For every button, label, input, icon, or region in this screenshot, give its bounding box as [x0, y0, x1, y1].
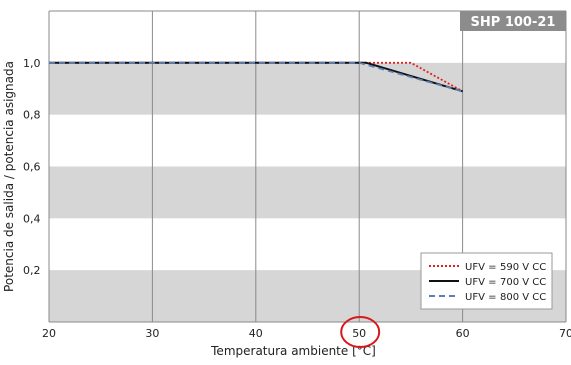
chart-title-badge: SHP 100-21 — [460, 11, 566, 31]
chart-title: SHP 100-21 — [471, 15, 556, 30]
legend-label: 800 V CC — [500, 292, 546, 303]
x-tick-label: 60 — [456, 327, 470, 340]
x-tick-label: 50 — [352, 327, 366, 340]
x-tick-label: 30 — [145, 327, 159, 340]
x-axis-label: Temperatura ambiente [°C] — [210, 344, 376, 358]
shaded-band — [49, 166, 566, 219]
legend-label: 590 V CC — [500, 262, 546, 273]
highlight-circle — [340, 316, 381, 348]
y-tick-label: 0,2 — [23, 264, 41, 277]
title-badge-background — [460, 11, 566, 31]
legend-prefix: UFV = — [465, 262, 496, 273]
legend-prefix: UFV = — [465, 292, 496, 303]
legend: UFV = 590 V CC UFV = 700 V CC UFV = 800 V CC — [420, 252, 553, 310]
x-tick-label: 70 — [559, 327, 571, 340]
y-tick-label: 0,4 — [23, 212, 41, 225]
y-tick-label: 1,0 — [23, 57, 41, 70]
tick-labels: 20 30 40 50 60 70 0,2 0,4 0,6 0,8 1,0 — [23, 57, 571, 340]
y-tick-label: 0,8 — [23, 109, 41, 122]
legend-label: 700 V CC — [500, 277, 546, 288]
legend-prefix: UFV = — [465, 277, 496, 288]
x-tick-label: 20 — [42, 327, 56, 340]
series-line — [49, 61, 463, 93]
series-lines — [49, 61, 464, 93]
y-tick-label: 0,6 — [23, 161, 41, 174]
shaded-band — [49, 62, 566, 115]
y-axis-label: Potencia de salida / potencia asignada — [2, 61, 16, 292]
x-tick-label: 40 — [249, 327, 263, 340]
